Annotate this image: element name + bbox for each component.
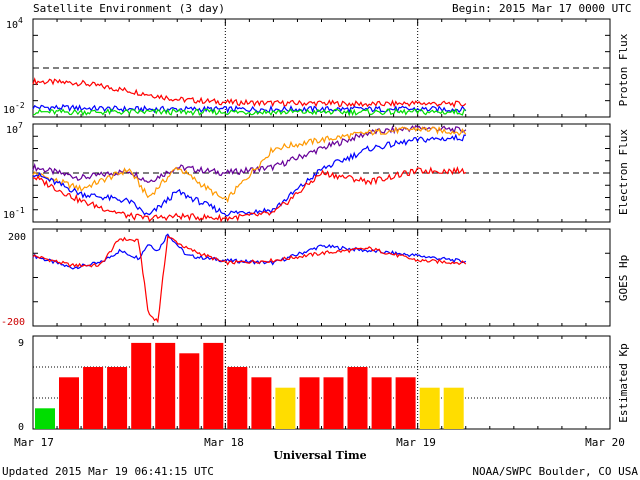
kp-bar: [83, 367, 104, 429]
source-credit: NOAA/SWPC Boulder, CO USA: [472, 465, 638, 478]
electron-ytick-top-exp: 7: [18, 121, 23, 130]
xtick-mar17: Mar 17: [14, 436, 54, 449]
kp-bar: [107, 367, 128, 429]
kp-ytick-top: 9: [18, 338, 24, 349]
kp-bar: [203, 342, 224, 429]
kp-bar: [59, 377, 79, 429]
electron-ytick-bottom: 10-1: [3, 206, 25, 221]
kp-bar: [131, 342, 152, 429]
begin-value: 2015 Mar 17 0000 UTC: [499, 2, 631, 15]
electron-series-orange: [32, 126, 467, 204]
xtick-mar18: Mar 18: [204, 436, 244, 449]
proton-ytick-bottom-base: 10: [3, 105, 15, 116]
kp-bar: [275, 387, 296, 429]
kp-bar: [227, 367, 248, 429]
kp-bar: [395, 377, 416, 429]
proton-series-blue: [32, 103, 467, 114]
proton-series-red: [32, 77, 467, 109]
kp-bar: [323, 377, 344, 429]
goes-hp-panel: [32, 228, 611, 327]
estimated-kp-label: Estimated Kp: [617, 343, 630, 422]
electron-ytick-bottom-base: 10: [3, 210, 15, 221]
kp-bar: [443, 387, 464, 429]
goes-hp-series-red: [32, 235, 467, 324]
proton-flux-label: Proton Flux: [617, 33, 630, 106]
electron-flux-label: Electron Flux: [617, 129, 630, 215]
kp-bar: [251, 377, 272, 429]
updated-timestamp: Updated 2015 Mar 19 06:41:15 UTC: [2, 465, 214, 478]
kp-bar: [371, 377, 392, 429]
proton-ytick-bottom-exp: -2: [15, 101, 25, 110]
electron-ytick-top: 107: [6, 121, 23, 136]
kp-bar: [155, 342, 176, 429]
kp-ytick-bottom: 0: [18, 422, 24, 433]
kp-bar: [35, 408, 55, 429]
chart-title: Satellite Environment (3 day): [33, 2, 225, 15]
electron-ytick-bottom-exp: -1: [15, 206, 25, 215]
estimated-kp-panel: [32, 335, 611, 430]
proton-flux-panel: [32, 18, 611, 118]
kp-bar: [347, 367, 368, 429]
xtick-mar20: Mar 20: [585, 436, 625, 449]
goes-hp-ytick-top: 200: [8, 232, 26, 243]
electron-ytick-top-base: 10: [6, 125, 18, 136]
electron-flux-panel: [32, 123, 611, 223]
x-axis-title: Universal Time: [273, 449, 366, 462]
goes-hp-ytick-bottom: -200: [1, 317, 25, 328]
proton-ytick-top-exp: 4: [18, 16, 23, 25]
xtick-mar19: Mar 19: [396, 436, 436, 449]
proton-ytick-top-base: 10: [6, 20, 18, 31]
goes-hp-label: GOES Hp: [617, 255, 630, 301]
kp-bar: [419, 387, 440, 429]
electron-series-blue: [32, 133, 466, 217]
proton-ytick-bottom: 10-2: [3, 101, 25, 116]
begin-label: Begin:: [452, 2, 492, 15]
kp-bar: [299, 377, 320, 429]
electron-series-red: [32, 166, 467, 223]
proton-ytick-top: 104: [6, 16, 23, 31]
proton-series-green: [32, 107, 466, 117]
kp-bar: [179, 353, 200, 429]
